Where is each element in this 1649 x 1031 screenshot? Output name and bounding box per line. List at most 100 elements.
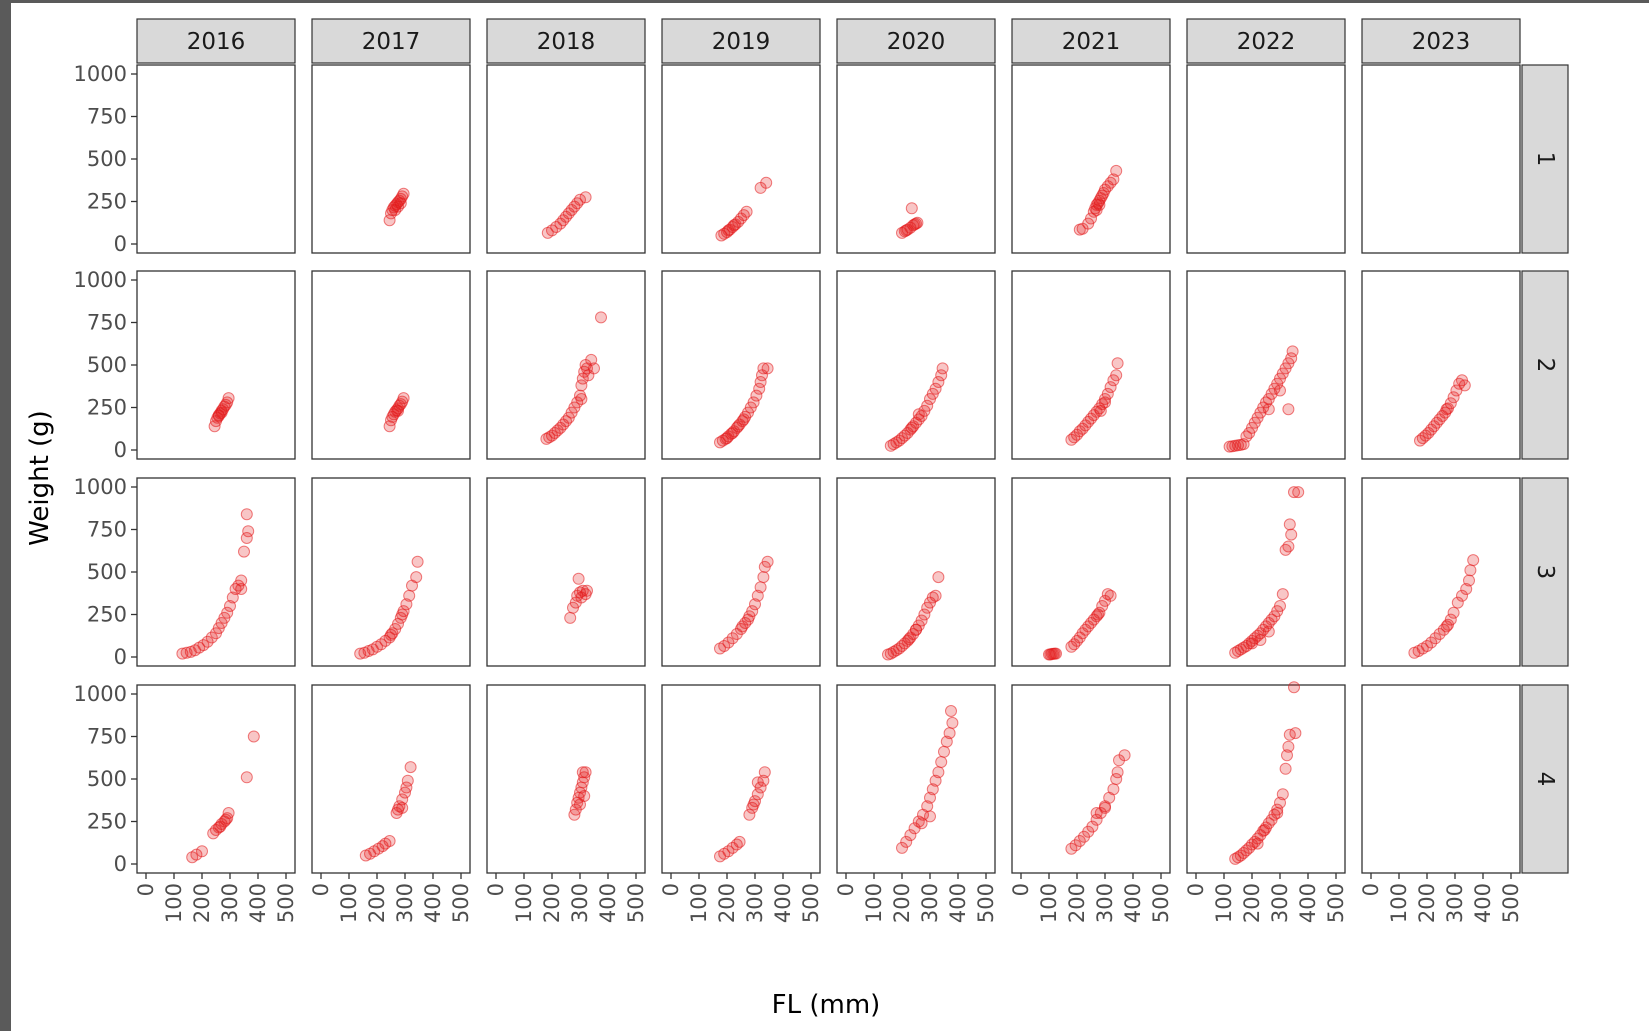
x-tick-label: 400 (246, 883, 270, 923)
data-point (1090, 813, 1103, 826)
data-point (247, 730, 260, 743)
data-point (758, 766, 771, 779)
x-tick-label: 0 (834, 883, 858, 896)
data-point (1086, 820, 1099, 833)
data-point (240, 771, 253, 784)
data-point (1262, 625, 1275, 638)
data-point (1069, 839, 1082, 852)
x-tick-label: 0 (309, 883, 333, 896)
data-point (385, 628, 397, 641)
panel-4-2018 (486, 684, 646, 874)
x-tick-label: 0 (1359, 883, 1383, 896)
x-tick-label: 100 (512, 883, 536, 923)
data-point (761, 362, 774, 375)
data-point (1110, 369, 1123, 382)
data-point (932, 571, 945, 584)
data-point (242, 525, 255, 538)
data-point (1111, 357, 1124, 370)
data-point (383, 835, 396, 847)
data-point (910, 623, 922, 636)
data-point (1447, 606, 1460, 619)
panel-3-2018 (486, 477, 646, 667)
data-point (726, 632, 739, 645)
data-point (1271, 807, 1284, 819)
x-tick-label: 500 (449, 883, 473, 923)
panel-border (1186, 64, 1346, 254)
panel-1-2016 (136, 64, 296, 254)
data-point (579, 191, 592, 204)
strip-row-4: 4 (1521, 684, 1569, 874)
panel-border (486, 477, 646, 667)
x-tick-label: 200 (190, 883, 214, 923)
panel-1-2018 (486, 64, 646, 254)
panel-4-2020 (836, 684, 996, 874)
data-point (1458, 379, 1471, 392)
data-point (581, 584, 593, 597)
panel-2-2021 (1011, 270, 1171, 460)
data-point (576, 766, 589, 779)
x-tick-label: 100 (687, 883, 711, 923)
y-tick-label: 750 (87, 725, 127, 749)
strip-col-label: 2017 (362, 29, 421, 55)
data-point (214, 820, 227, 833)
data-point (747, 396, 760, 409)
data-point (1094, 404, 1107, 417)
data-point (1246, 637, 1258, 650)
data-point (411, 555, 424, 568)
panel-border (1186, 477, 1346, 667)
data-point (946, 716, 959, 729)
data-point (912, 408, 925, 421)
panel-border (661, 270, 821, 460)
panel-3-2023 (1361, 477, 1521, 667)
x-tick-label: 200 (1065, 883, 1089, 923)
y-tick-label: 750 (87, 105, 127, 129)
data-point (929, 589, 942, 602)
data-point (1467, 554, 1480, 567)
data-point (747, 798, 760, 811)
strip-col-label: 2018 (537, 29, 596, 55)
panel-1-2019 (661, 64, 821, 254)
x-tick-label: 200 (1240, 883, 1264, 923)
data-point (1085, 212, 1097, 225)
data-point (1251, 837, 1264, 850)
data-point (1090, 807, 1103, 819)
data-point (1107, 783, 1120, 796)
data-point (1282, 540, 1295, 553)
y-tick-label: 250 (87, 810, 127, 834)
data-point (1463, 574, 1475, 587)
data-point (757, 362, 770, 375)
data-point (1447, 391, 1460, 404)
y-tick-label: 500 (87, 560, 127, 584)
data-point (918, 608, 931, 621)
data-point (1237, 438, 1250, 451)
x-tick-label: 500 (1324, 883, 1348, 923)
y-tick-label: 750 (87, 518, 127, 542)
data-point (896, 841, 908, 854)
x-tick-label: 200 (365, 883, 389, 923)
x-tick-label: 200 (540, 883, 564, 923)
data-point (1289, 727, 1302, 740)
y-tick-label: 1000 (74, 268, 127, 292)
x-tick-label: 100 (1387, 883, 1411, 923)
data-point (743, 808, 756, 821)
data-point (1104, 381, 1117, 394)
data-point (761, 555, 774, 568)
data-point (1429, 632, 1442, 645)
panel-border (1011, 684, 1171, 874)
panel-1-2017 (311, 64, 471, 254)
data-point (394, 197, 407, 210)
x-axis-title: FL (mm) (772, 990, 881, 1020)
data-point (401, 774, 414, 787)
panel-border (836, 64, 996, 254)
data-point (904, 829, 917, 842)
data-point (1444, 613, 1457, 626)
data-point (908, 218, 921, 231)
x-tick-label: 200 (890, 883, 914, 923)
data-point (1258, 824, 1271, 836)
strip-row-bg (1521, 684, 1569, 874)
panel-border (1011, 270, 1171, 460)
x-tick-label: 500 (974, 883, 998, 923)
panel-2-2019 (661, 270, 821, 460)
data-point (1090, 204, 1103, 216)
strip-row-1: 1 (1521, 64, 1569, 254)
